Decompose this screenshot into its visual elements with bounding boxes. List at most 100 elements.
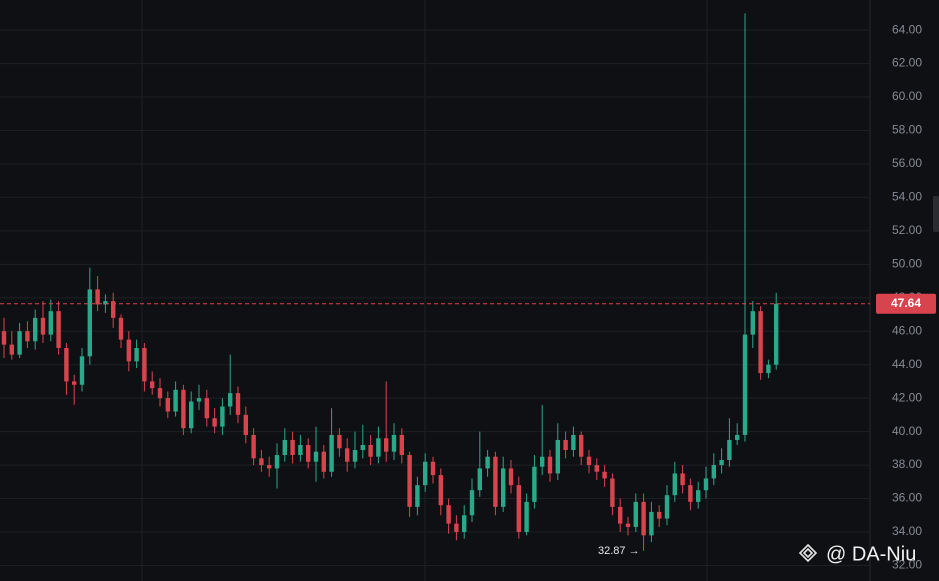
candle-body [306, 444, 311, 462]
candle-body [329, 434, 334, 472]
candle-body [173, 389, 178, 412]
candle-body [212, 418, 217, 427]
candle-body [87, 289, 92, 357]
candle-body [493, 456, 498, 507]
candle-body [625, 523, 631, 527]
candle-body [750, 311, 755, 335]
candle-body [563, 439, 568, 451]
candle-body [501, 468, 506, 507]
candle-body [649, 511, 654, 536]
candle-body [95, 289, 100, 305]
candle-body [345, 448, 350, 462]
y-tick-label: 50.00 [892, 256, 922, 270]
y-tick-label: 64.00 [892, 22, 922, 36]
candle-body [407, 455, 412, 507]
y-tick-label: 34.00 [892, 524, 922, 538]
y-tick-label: 38.00 [892, 457, 922, 471]
candle-body [540, 456, 545, 467]
y-tick-label: 52.00 [892, 223, 922, 237]
candle-body [399, 434, 404, 456]
candle-body [360, 444, 365, 451]
candle-body [337, 434, 342, 449]
candle-body [469, 490, 475, 516]
candle-body [290, 439, 295, 456]
candle-body [610, 478, 615, 507]
y-tick-label: 40.00 [892, 424, 922, 438]
candle-body [274, 455, 280, 469]
watermark-logo [798, 543, 818, 563]
candle-body [664, 495, 670, 519]
candle-body [415, 485, 420, 507]
candle-body [56, 311, 61, 348]
candle-body [594, 465, 599, 472]
candle-body [267, 465, 272, 469]
last-price-label: 47.64 [891, 296, 921, 310]
y-tick-label: 36.00 [892, 491, 922, 505]
candle-body [680, 473, 685, 486]
candle-body [9, 344, 14, 355]
candle-body [657, 511, 662, 519]
candle-body [446, 505, 451, 524]
candle-body [134, 347, 139, 362]
candle-body [165, 398, 170, 412]
candle-body [111, 301, 116, 318]
y-tick-label: 62.00 [892, 56, 922, 70]
candle-body [48, 311, 53, 335]
candle-body [79, 356, 85, 385]
candle-body [555, 439, 560, 474]
y-tick-label: 54.00 [892, 190, 922, 204]
candle-body [235, 393, 241, 415]
y-tick-label: 44.00 [892, 357, 922, 371]
candle-body [126, 339, 131, 362]
candle-body [220, 406, 225, 427]
candle-body [571, 434, 576, 451]
y-tick-label: 66.00 [892, 0, 922, 3]
candle-body [672, 473, 677, 496]
watermark-text: @ DA-Niu [826, 543, 916, 565]
side-handle[interactable] [933, 196, 939, 232]
candle-body [727, 439, 732, 461]
candle-body [735, 434, 740, 440]
candle-body [508, 468, 514, 486]
candle-body [103, 301, 108, 305]
candle-body [391, 434, 397, 452]
candle-body [633, 501, 638, 527]
candle-body [40, 317, 46, 335]
low-annotation: 32.87 → [598, 545, 640, 557]
candle-body [181, 389, 186, 429]
candle-body [321, 451, 326, 472]
candle-body [376, 438, 381, 457]
candle-body [25, 331, 30, 342]
y-tick-label: 42.00 [892, 390, 922, 404]
candle-body [641, 501, 646, 536]
candle-body [477, 468, 482, 491]
candle-body [618, 506, 623, 524]
candle-body [251, 434, 256, 459]
candle-body [430, 461, 436, 476]
candle-body [352, 450, 358, 462]
candle-body [547, 456, 553, 474]
candle-body [150, 381, 155, 389]
candle-body [516, 485, 521, 532]
candle-body [1, 331, 7, 345]
y-tick-label: 60.00 [892, 89, 922, 103]
candle-body [196, 398, 202, 402]
candle-body [157, 388, 163, 399]
candle-body [72, 381, 77, 385]
candle-body [189, 401, 194, 429]
candle-body [462, 515, 467, 532]
candle-body [17, 331, 22, 355]
watermark: @ DA-Niu [798, 543, 916, 565]
candle-body [742, 334, 748, 435]
candle-body [313, 451, 319, 462]
y-tick-label: 32.00 [892, 558, 922, 572]
candle-body [688, 485, 693, 502]
candle-body [282, 439, 287, 456]
candle-body [766, 364, 771, 374]
last-price-box [876, 293, 936, 314]
candle-body [719, 460, 724, 466]
candle-body [774, 303, 779, 365]
candle-body [142, 347, 147, 382]
candle-body [243, 414, 248, 435]
